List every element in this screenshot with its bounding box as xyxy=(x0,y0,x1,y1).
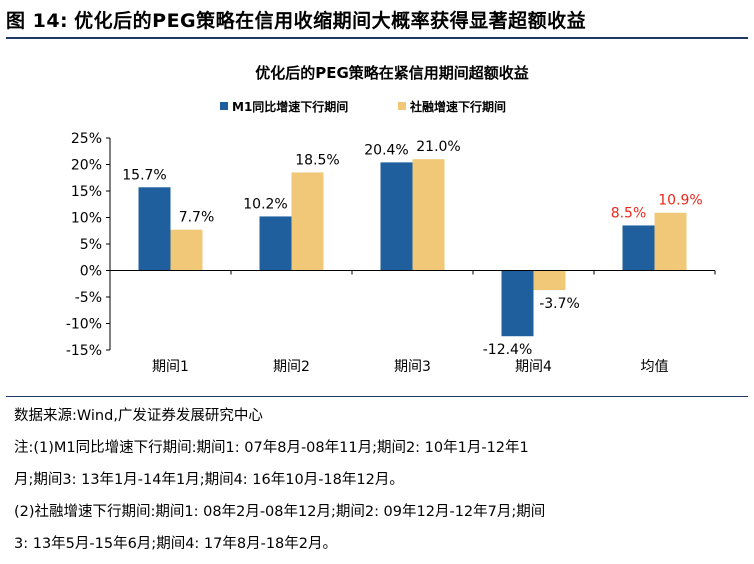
bar-1-1 xyxy=(138,187,171,271)
y-tick-label: 10% xyxy=(71,211,102,227)
x-tick-label: 均值 xyxy=(641,359,669,375)
data-label-1-3: 20.4% xyxy=(364,142,408,158)
bar-2-1 xyxy=(170,229,203,271)
bar-2-4 xyxy=(533,270,566,291)
data-label-2-2: 18.5% xyxy=(295,152,339,168)
note-line-3: (2)社融增速下行期间:期间1: 08年2月-08年12月;期间2: 09年12… xyxy=(14,504,546,520)
bar-1-4 xyxy=(501,270,534,337)
figure-title-text: 优化后的PEG策略在信用收缩期间大概率获得显著超额收益 xyxy=(74,10,587,32)
y-tick-label: -5% xyxy=(75,290,102,306)
bar-2-3 xyxy=(412,159,445,271)
bar-1-5 xyxy=(622,225,655,271)
legend-swatch-1 xyxy=(220,102,228,110)
note-line-4: 3: 13年5月-15年6月;期间4: 17年8月-18年2月。 xyxy=(14,536,337,552)
y-tick-label: -10% xyxy=(66,317,102,333)
y-tick-label: 20% xyxy=(71,158,102,174)
data-labels: 15.7% 7.7% 10.2% 18.5% 20.4% 21.0% -12.4% -3.7%… xyxy=(122,139,702,358)
chart-legend: M1同比增速下行期间 社融增速下行期间 xyxy=(220,99,506,114)
legend-swatch-2 xyxy=(398,102,406,110)
data-label-2-4: -3.7% xyxy=(539,296,580,312)
data-label-1-5: 8.5% xyxy=(611,205,647,221)
y-tick-label: 25% xyxy=(71,131,102,147)
data-label-2-3: 21.0% xyxy=(416,139,460,155)
y-tick-label: 15% xyxy=(71,184,102,200)
bar-1-2 xyxy=(259,216,292,271)
title-divider xyxy=(6,37,748,39)
data-label-2-1: 7.7% xyxy=(179,210,215,226)
source-note: 数据来源:Wind,广发证券发展研究中心 xyxy=(14,408,263,424)
data-label-1-1: 15.7% xyxy=(122,167,166,183)
x-tick-label: 期间4 xyxy=(515,359,552,375)
x-tick-label: 期间3 xyxy=(394,359,431,375)
data-label-1-2: 10.2% xyxy=(243,196,287,212)
bars xyxy=(138,159,687,337)
y-tick-label: -15% xyxy=(66,343,102,359)
x-tick-label: 期间2 xyxy=(273,359,310,375)
x-axis: 期间1 期间2 期间3 期间4 均值 xyxy=(110,270,716,375)
notes-divider xyxy=(6,396,748,397)
legend-label-2: 社融增速下行期间 xyxy=(409,99,506,114)
note-line-2: 月;期间3: 13年1月-14年1月;期间4: 16年10月-18年12月。 xyxy=(14,472,404,488)
y-tick-label: 0% xyxy=(80,264,102,280)
x-tick-label: 期间1 xyxy=(152,359,189,375)
data-label-2-5: 10.9% xyxy=(658,193,702,209)
figure-number: 图 14: xyxy=(6,10,69,32)
data-label-1-4: -12.4% xyxy=(483,342,533,358)
bar-2-5 xyxy=(654,212,687,271)
figure-title: 图 14: 优化后的PEG策略在信用收缩期间大概率获得显著超额收益 xyxy=(6,6,748,36)
bar-1-3 xyxy=(380,162,413,271)
bar-2-2 xyxy=(291,172,324,271)
y-axis: 25% 20% 15% 10% 5% 0% -5% -10% -15% xyxy=(66,131,111,359)
legend-label-1: M1同比增速下行期间 xyxy=(232,99,348,114)
note-line-1: 注:(1)M1同比增速下行期间:期间1: 07年8月-08年11月;期间2: 1… xyxy=(14,440,529,456)
notes-block: 数据来源:Wind,广发证券发展研究中心 注:(1)M1同比增速下行期间:期间1… xyxy=(14,400,744,560)
y-tick-label: 5% xyxy=(80,237,102,253)
chart-title: 优化后的PEG策略在紧信用期间超额收益 xyxy=(255,64,529,82)
bar-chart: 优化后的PEG策略在紧信用期间超额收益 M1同比增速下行期间 社融增速下行期间 2… xyxy=(66,64,716,375)
